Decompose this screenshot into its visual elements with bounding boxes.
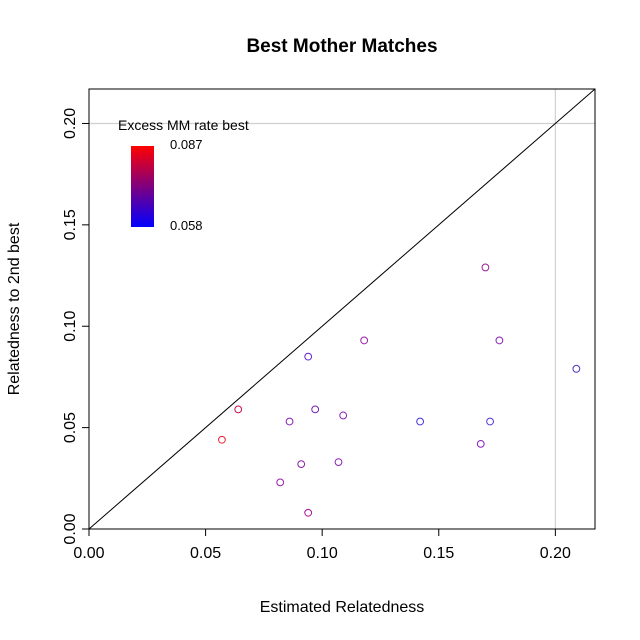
data-points: [218, 263, 581, 517]
data-point: [297, 460, 306, 469]
colorbar-legend: Excess MM rate best 0.087 0.058: [118, 117, 249, 233]
diagonal-line: [88, 88, 596, 530]
x-axis: 0.00 0.05 0.10 0.15 0.20: [73, 529, 571, 562]
data-point: [311, 405, 320, 414]
data-point: [285, 417, 294, 426]
reference-lines: [89, 89, 595, 529]
plot-frame: [88, 88, 596, 530]
y-tick-label: 0.00: [62, 513, 79, 544]
y-axis-label: Relatedness to 2nd best: [6, 222, 23, 395]
y-tick-label: 0.10: [62, 311, 79, 342]
data-point: [304, 508, 313, 517]
data-point: [218, 435, 226, 444]
data-point: [476, 439, 485, 448]
data-point: [339, 411, 348, 420]
data-point: [481, 263, 490, 272]
data-point: [572, 364, 581, 373]
data-point: [495, 336, 504, 345]
x-tick-label: 0.05: [190, 545, 221, 562]
data-point: [486, 417, 494, 426]
y-tick-label: 0.15: [62, 209, 79, 240]
colorbar-title: Excess MM rate best: [118, 117, 249, 133]
chart-title: Best Mother Matches: [246, 36, 437, 57]
colorbar-max-label: 0.087: [170, 137, 203, 152]
data-point: [360, 336, 369, 345]
y-tick-label: 0.20: [62, 108, 79, 139]
data-point: [234, 405, 243, 414]
data-point: [334, 458, 343, 466]
x-tick-label: 0.10: [307, 545, 338, 562]
x-tick-label: 0.20: [540, 545, 571, 562]
data-point: [276, 478, 285, 487]
x-tick-label: 0.15: [423, 545, 454, 562]
x-axis-label: Estimated Relatedness: [260, 599, 425, 616]
data-point: [416, 417, 425, 426]
y-tick-label: 0.05: [62, 412, 79, 443]
colorbar-gradient: [131, 146, 154, 227]
data-point: [304, 352, 313, 361]
x-tick-label: 0.00: [73, 545, 104, 562]
y-axis: 0.00 0.05 0.10 0.15 0.20: [62, 108, 89, 545]
colorbar-min-label: 0.058: [170, 218, 203, 233]
